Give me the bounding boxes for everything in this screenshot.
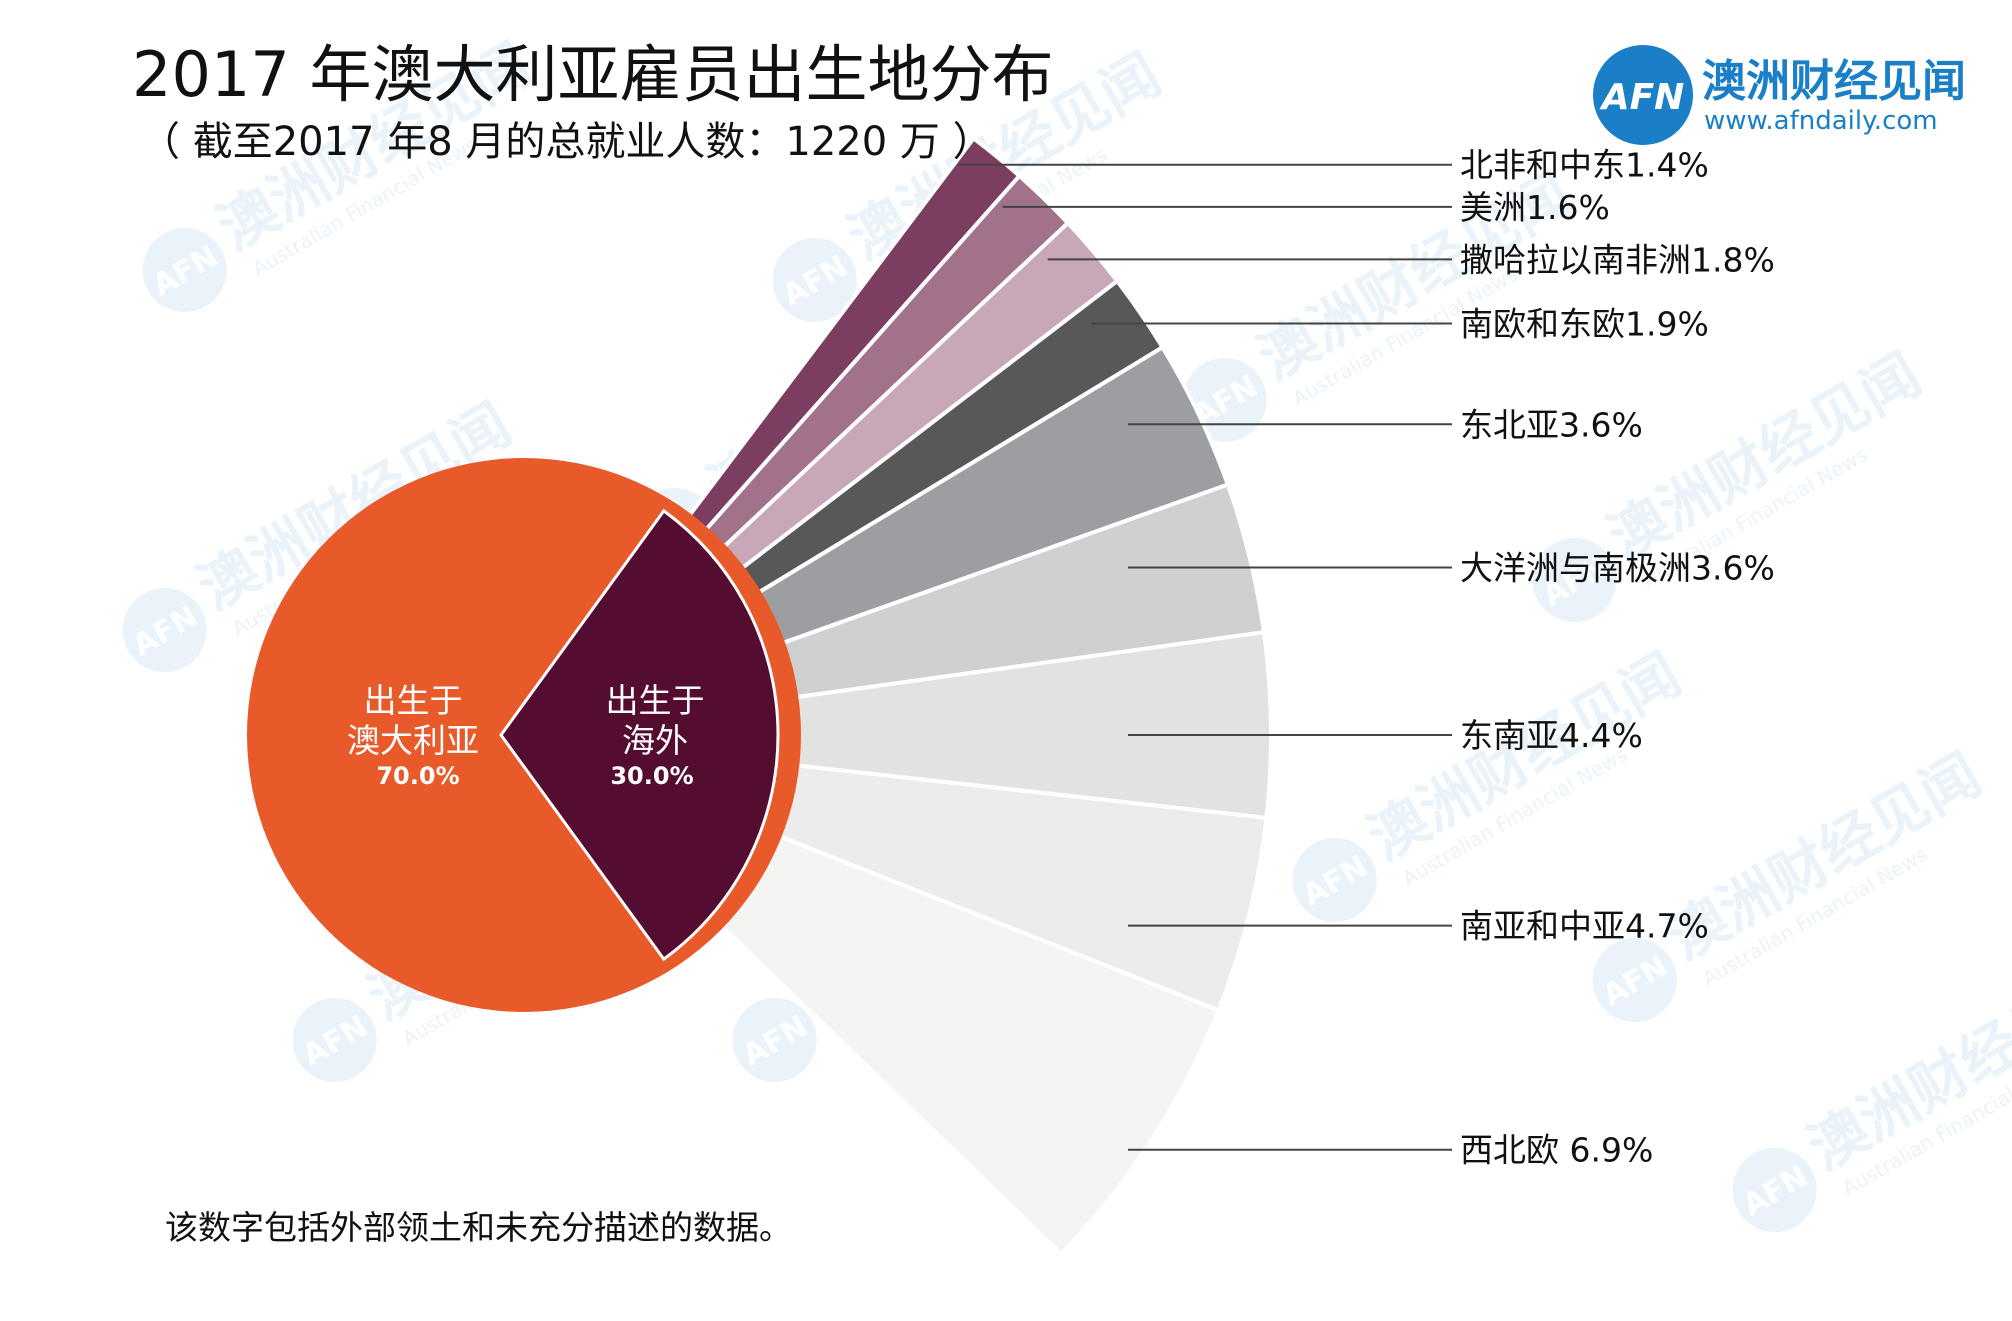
watermark-badge <box>732 998 817 1082</box>
afn-logo-badge-text: AFN <box>1599 77 1685 118</box>
watermark-badge <box>1532 538 1617 622</box>
category-label: 北非和中东1.4% <box>1460 146 1709 185</box>
watermark-text: 澳洲财经见闻 <box>1357 640 1692 873</box>
breakdown-labels: 北非和中东1.4%美洲1.6% 撒哈拉以南非洲1.8% 南欧和东欧1.9% 东北亚3.… <box>959 146 1775 1170</box>
watermark-badge <box>122 588 207 672</box>
watermark-badge <box>142 228 227 312</box>
watermark-text: 澳洲财经见闻 <box>1597 340 1932 573</box>
afn-logo-name: 澳洲财经见闻 <box>1702 56 1966 107</box>
breakdown-fan <box>522 135 1274 1257</box>
category-label: 南亚和中亚4.7% <box>1460 907 1709 946</box>
category-label: 美洲1.6% <box>1460 188 1610 227</box>
category-label: 东南亚4.4% <box>1460 716 1643 755</box>
chart-subtitle: （ 截至2017 年8 月的总就业人数：1220 万 ） <box>140 119 993 165</box>
watermark-badge <box>1592 938 1677 1022</box>
watermark-badge <box>772 238 857 322</box>
pie-label-australia-line1: 出生于 <box>364 681 463 720</box>
chart-title: 2017 年澳大利亚雇员出生地分布 <box>132 38 1054 111</box>
pie-label-overseas-line1: 出生于 <box>606 681 705 720</box>
afn-logo-badge <box>1593 45 1693 145</box>
footnote: 该数字包括外部领土和未充分描述的数据。 <box>165 1208 792 1247</box>
pie-value-overseas: 30.0% <box>610 762 693 790</box>
afn-logo: AFN 澳洲财经见闻 www.afndaily.com <box>1593 45 1966 145</box>
afn-logo-url: www.afndaily.com <box>1704 106 1938 136</box>
watermark-badge <box>292 998 377 1082</box>
watermark-badge <box>1292 838 1377 922</box>
category-label: 东北亚3.6% <box>1460 405 1643 444</box>
category-label: 西北欧 6.9% <box>1460 1131 1653 1170</box>
category-label: 撒哈拉以南非洲1.8% <box>1460 240 1775 279</box>
pie-label-australia-line2: 澳大利亚 <box>347 721 479 760</box>
category-label: 南欧和东欧1.9% <box>1460 305 1709 344</box>
category-label: 大洋洲与南极洲3.6% <box>1460 549 1775 588</box>
pie-value-australia: 70.0% <box>376 762 459 790</box>
pie-slice-overseas <box>499 508 780 962</box>
pie-label-overseas-line2: 海外 <box>622 721 688 760</box>
watermark-badge <box>1732 1148 1817 1232</box>
fan-slice <box>523 629 1274 821</box>
